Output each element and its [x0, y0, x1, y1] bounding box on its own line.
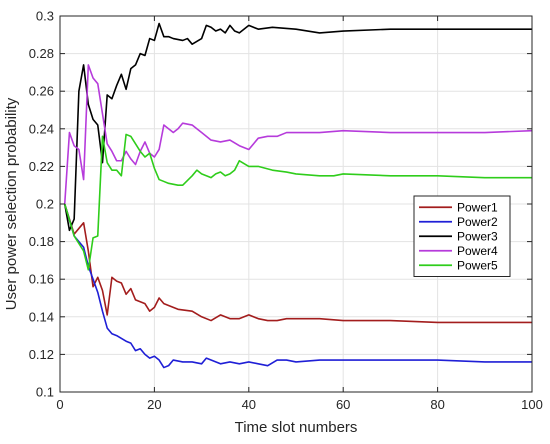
- legend-label: Power3: [457, 229, 498, 243]
- x-tick-label: 20: [147, 397, 161, 412]
- y-tick-label: 0.28: [29, 46, 54, 61]
- series-lines: [63, 22, 533, 369]
- x-tick-label: 0: [56, 397, 63, 412]
- y-axis-title: User power selection probability: [3, 97, 20, 310]
- x-tick-label: 40: [242, 397, 256, 412]
- x-tick-label: 80: [430, 397, 444, 412]
- y-tick-label: 0.3: [36, 9, 54, 24]
- y-tick-label: 0.18: [29, 234, 54, 249]
- legend-label: Power2: [457, 215, 498, 229]
- y-tick-label: 0.14: [29, 309, 54, 324]
- grid: [60, 16, 532, 392]
- x-tick-label: 60: [336, 397, 350, 412]
- series-line-power5: [63, 133, 532, 271]
- y-tick-label: 0.22: [29, 159, 54, 174]
- y-tick-label: 0.1: [36, 385, 54, 400]
- y-tick-label: 0.12: [29, 347, 54, 362]
- x-axis-title: Time slot numbers: [235, 419, 358, 436]
- series-line-power2: [63, 203, 532, 369]
- y-tick-label: 0.16: [29, 272, 54, 287]
- legend-label: Power5: [457, 258, 498, 272]
- legend-label: Power4: [457, 244, 498, 258]
- axis-ticks: 0 20 40 60 80 100 0.1 0.12 0.14 0.16 0.18 0.2 0.22 0.…: [29, 9, 543, 413]
- series-line-power1: [63, 203, 532, 324]
- y-tick-label: 0.24: [29, 121, 54, 136]
- legend-label: Power1: [457, 200, 498, 214]
- y-tick-label: 0.2: [36, 197, 54, 212]
- x-tick-label: 100: [521, 397, 543, 412]
- series-line-power3: [63, 22, 532, 232]
- series-line-power4: [63, 64, 533, 205]
- y-tick-label: 0.26: [29, 84, 54, 99]
